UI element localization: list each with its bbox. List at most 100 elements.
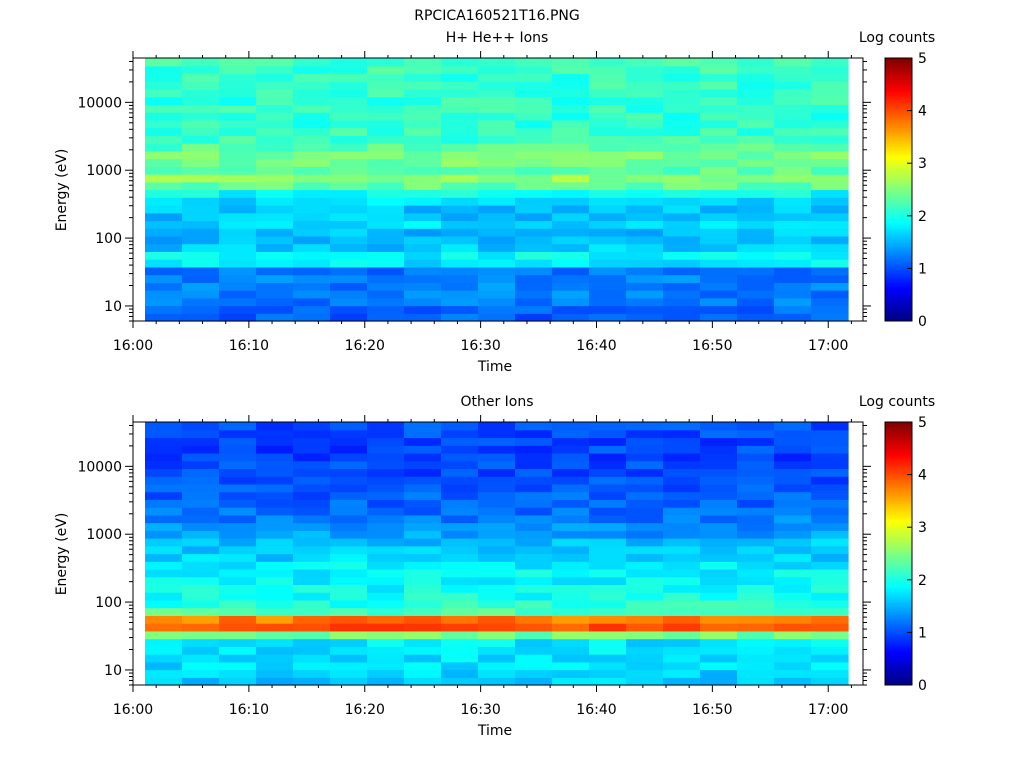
heatmap-cell xyxy=(552,661,590,671)
heatmap-cell xyxy=(182,530,220,539)
heatmap-cell xyxy=(515,73,553,82)
heatmap-cell xyxy=(811,181,849,191)
heatmap-cell xyxy=(626,297,664,307)
heatmap-cell xyxy=(700,599,738,609)
heatmap-cell xyxy=(552,452,590,462)
heatmap-cell xyxy=(256,143,294,152)
heatmap-cell xyxy=(737,73,775,82)
heatmap-cell xyxy=(589,429,627,439)
heatmap-cell xyxy=(515,437,553,446)
heatmap-cell xyxy=(552,73,590,82)
colorbar-band xyxy=(885,296,912,300)
heatmap-cell xyxy=(219,266,257,276)
heatmap-cell xyxy=(145,235,183,245)
heatmap-cell xyxy=(441,166,479,175)
heatmap-cell xyxy=(293,592,331,601)
heatmap-cell xyxy=(367,483,405,493)
heatmap-cell xyxy=(774,669,812,678)
heatmap-cell xyxy=(219,561,257,570)
colorbar-band xyxy=(885,204,912,208)
heatmap-cell xyxy=(256,576,294,586)
heatmap-cell xyxy=(293,422,331,431)
y-tick-label: 10 xyxy=(104,299,122,315)
heatmap-cell xyxy=(774,88,812,98)
heatmap-cell xyxy=(774,599,812,609)
heatmap-cell xyxy=(256,65,294,75)
colorbar-band xyxy=(885,264,912,267)
heatmap-cell xyxy=(811,313,849,322)
heatmap-cell xyxy=(219,73,257,82)
heatmap-cell xyxy=(367,297,405,307)
heatmap-cell xyxy=(663,259,701,268)
heatmap-cell xyxy=(478,615,516,624)
heatmap-cell xyxy=(404,228,442,237)
heatmap-cell xyxy=(182,499,220,508)
heatmap-cell xyxy=(293,460,331,470)
heatmap-cell xyxy=(293,166,331,175)
panel-title: Other Ions xyxy=(460,394,533,410)
heatmap-cell xyxy=(330,429,368,439)
heatmap-cell xyxy=(700,166,738,175)
heatmap-cell xyxy=(552,592,590,601)
heatmap-cell xyxy=(663,677,701,686)
colorbar-band xyxy=(885,671,912,675)
colorbar-band xyxy=(885,99,912,103)
heatmap-cell xyxy=(811,266,849,276)
colorbar-tick-label: 1 xyxy=(918,625,927,641)
heatmap-cell xyxy=(441,491,479,500)
colorbar-band xyxy=(885,222,912,226)
heatmap-cell xyxy=(589,646,627,655)
heatmap-cell xyxy=(367,174,405,183)
heatmap-cell xyxy=(219,607,257,616)
heatmap-cell xyxy=(478,669,516,678)
heatmap-cell xyxy=(589,468,627,477)
heatmap-cell xyxy=(700,452,738,462)
heatmap-cell xyxy=(219,282,257,291)
heatmap-cell xyxy=(330,437,368,446)
heatmap-cell xyxy=(737,220,775,229)
heatmap-cell xyxy=(626,491,664,500)
heatmap-cell xyxy=(441,483,479,493)
heatmap-cell xyxy=(145,499,183,508)
heatmap-cell xyxy=(515,638,553,647)
heatmap-cell xyxy=(589,422,627,431)
heatmap-cell xyxy=(737,630,775,640)
heatmap-cell xyxy=(552,615,590,624)
heatmap-cell xyxy=(774,73,812,82)
heatmap-cell xyxy=(330,460,368,470)
heatmap-cell xyxy=(626,158,664,167)
heatmap-cell xyxy=(182,158,220,167)
heatmap-cell xyxy=(515,127,553,136)
heatmap-cell xyxy=(774,514,812,524)
heatmap-cell xyxy=(663,135,701,144)
heatmap-cell xyxy=(589,88,627,98)
heatmap-cell xyxy=(441,476,479,485)
heatmap-cell xyxy=(182,65,220,75)
heatmap-cell xyxy=(663,158,701,167)
heatmap-cell xyxy=(293,445,331,454)
heatmap-cell xyxy=(515,266,553,276)
heatmap-cell xyxy=(700,429,738,439)
colorbar-band xyxy=(885,130,912,134)
colorbar-band xyxy=(885,454,912,458)
heatmap-cell xyxy=(367,150,405,160)
heatmap-cell xyxy=(737,661,775,671)
heatmap-cell xyxy=(626,81,664,90)
heatmap-cell xyxy=(293,290,331,299)
heatmap-cell xyxy=(478,661,516,671)
heatmap-cell xyxy=(626,561,664,570)
heatmap-cell xyxy=(145,452,183,462)
heatmap-cell xyxy=(589,553,627,562)
heatmap-cell xyxy=(478,112,516,121)
heatmap-cell xyxy=(367,561,405,570)
heatmap-cell xyxy=(663,491,701,500)
heatmap-cell xyxy=(145,460,183,470)
heatmap-cell xyxy=(552,189,590,198)
heatmap-cell xyxy=(478,135,516,144)
heatmap-cell xyxy=(589,204,627,214)
colorbar-band xyxy=(885,623,912,627)
heatmap-cell xyxy=(626,65,664,75)
colorbar-band xyxy=(885,104,912,107)
heatmap-cell xyxy=(441,251,479,260)
heatmap-cell xyxy=(552,623,590,632)
